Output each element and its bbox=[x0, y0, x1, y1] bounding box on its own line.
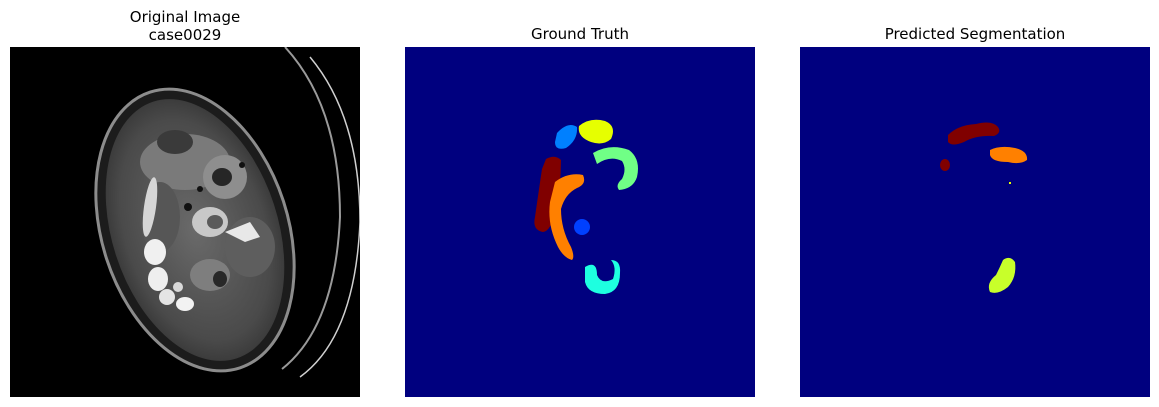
ground-truth-panel: Ground Truth bbox=[405, 25, 755, 397]
original-image-title: Original Image bbox=[129, 8, 241, 26]
predicted-segmentation-panel: Predicted Segmentation bbox=[800, 25, 1150, 397]
case-id-label: case0029 bbox=[148, 26, 222, 44]
ground-truth-title: Ground Truth bbox=[531, 25, 629, 43]
ground-truth-mask bbox=[405, 47, 755, 397]
predicted-segmentation-mask bbox=[800, 47, 1150, 397]
original-image-panel: Original Image case0029 bbox=[10, 8, 360, 397]
predicted-segmentation-title: Predicted Segmentation bbox=[884, 25, 1066, 43]
ct-scan-image bbox=[10, 47, 360, 397]
